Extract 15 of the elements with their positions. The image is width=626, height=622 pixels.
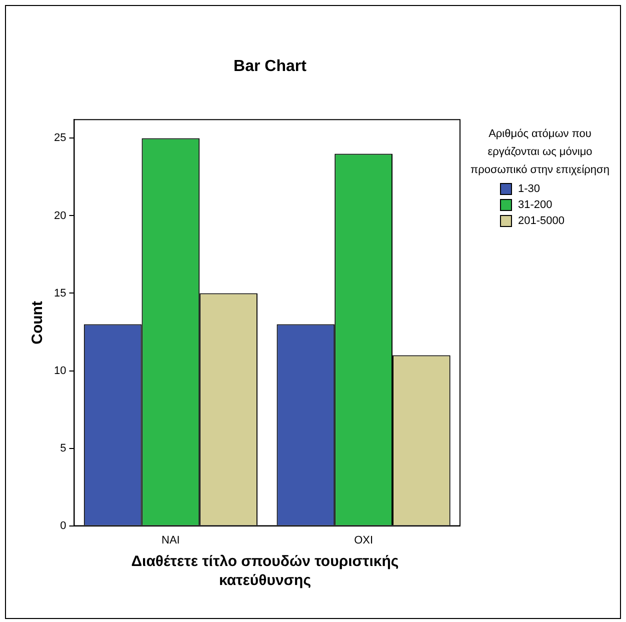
y-tick-label: 25: [54, 132, 66, 144]
legend-title: Αριθμός ατόμων που εργάζονται ως μόνιμο προσωπικό στην επιχείρηση: [470, 127, 610, 178]
y-tick-label: 10: [54, 364, 66, 377]
y-tick-label: 15: [54, 287, 66, 300]
x-tick-label: ΟΧΙ: [354, 534, 374, 546]
y-tick-label: 20: [54, 210, 66, 222]
legend-label: 201-5000: [518, 215, 564, 227]
legend-label: 31-200: [518, 199, 552, 211]
x-tick-label: ΝΑΙ: [162, 534, 180, 546]
legend-label: 1-30: [518, 183, 540, 195]
y-tick-label: 0: [60, 520, 66, 532]
chart-title: Bar Chart: [232, 58, 308, 76]
y-tick-label: 5: [60, 442, 66, 454]
y-axis-title: Count: [29, 301, 46, 344]
x-axis-title: Διαθέτετε τίτλο σπουδών τουριστικής κατεύθυνσης: [130, 552, 400, 590]
